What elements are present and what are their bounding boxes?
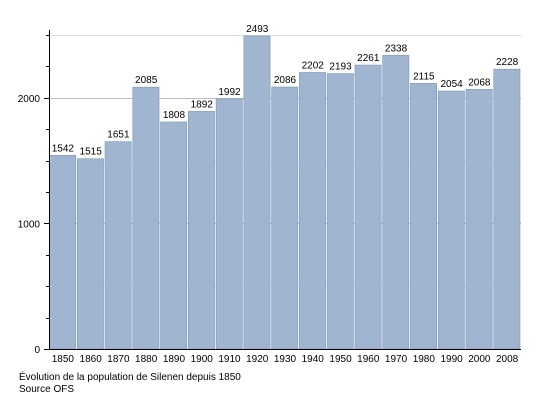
value-label-1890: 1808 (163, 110, 186, 121)
y-tick-label-2000: 2000 (18, 94, 41, 105)
bar-1930 (271, 86, 299, 350)
x-tick-label-1850: 1850 (52, 354, 75, 365)
x-tick-label-1970: 1970 (385, 354, 408, 365)
bar-1870 (104, 141, 132, 350)
value-labels: 1542 1515 1651 2085 1808 1892 1992 2493 2086 2202… (52, 24, 519, 158)
bar-1940 (299, 72, 326, 350)
y-axis: 0 1000 2000 (18, 30, 50, 356)
x-tick-label-1990: 1990 (440, 354, 463, 365)
chart-source: Source OFS (19, 384, 75, 395)
population-bar-chart: 1542 1515 1651 2085 1808 1892 1992 2493 2086 2202… (18, 24, 521, 365)
bar-1980 (410, 83, 438, 350)
bar-1890 (160, 121, 188, 350)
value-label-1900: 1892 (191, 99, 214, 110)
value-label-1990: 2054 (440, 79, 463, 90)
bar-1880 (132, 86, 160, 350)
value-label-1870: 1651 (107, 130, 130, 141)
x-tick-label-1950: 1950 (329, 354, 352, 365)
bar-1910 (215, 98, 243, 350)
x-tick-label-1940: 1940 (302, 354, 325, 365)
bar-1900 (188, 111, 215, 350)
x-tick-label-2000: 2000 (468, 354, 491, 365)
value-label-1910: 1992 (218, 87, 241, 98)
value-label-1950: 2193 (329, 62, 352, 73)
value-label-1920: 2493 (246, 24, 269, 35)
value-label-2000: 2068 (468, 77, 491, 88)
x-tick-label-2008: 2008 (496, 354, 519, 365)
bar-2000 (465, 88, 493, 350)
x-tick-label-1890: 1890 (163, 354, 186, 365)
value-label-1960: 2261 (357, 53, 380, 64)
y-tick-label-0: 0 (34, 345, 40, 356)
bars (49, 35, 521, 350)
x-tick-label-1930: 1930 (274, 354, 297, 365)
value-label-1980: 2115 (413, 71, 435, 82)
value-label-1970: 2338 (385, 43, 408, 54)
bar-2008 (493, 68, 521, 350)
bar-1970 (382, 55, 410, 350)
x-tick-label-1960: 1960 (357, 354, 380, 365)
bar-1920 (243, 35, 271, 350)
value-label-1880: 2085 (135, 75, 158, 86)
value-label-2008: 2228 (496, 57, 519, 68)
x-tick-label-1910: 1910 (218, 354, 241, 365)
value-label-1850: 1542 (52, 143, 75, 154)
x-tick-label-1920: 1920 (246, 354, 269, 365)
bar-1860 (76, 158, 104, 350)
bar-1960 (354, 64, 382, 350)
y-tick-label-1000: 1000 (18, 219, 41, 230)
x-tick-label-1880: 1880 (135, 354, 158, 365)
x-tick-label-1870: 1870 (107, 354, 130, 365)
value-label-1860: 1515 (80, 147, 103, 158)
value-label-1940: 2202 (302, 60, 325, 71)
bar-1950 (326, 73, 354, 350)
x-tick-label-1900: 1900 (191, 354, 214, 365)
x-tick-label-1860: 1860 (80, 354, 103, 365)
value-label-1930: 2086 (274, 75, 297, 86)
bar-1990 (437, 90, 465, 350)
x-axis: 1850 1860 1870 1880 1890 1900 1910 1920 1930 1940… (49, 349, 521, 365)
x-tick-label-1980: 1980 (413, 354, 436, 365)
bar-1850 (49, 155, 77, 350)
chart-caption: Évolution de la population de Silenen de… (19, 372, 241, 383)
